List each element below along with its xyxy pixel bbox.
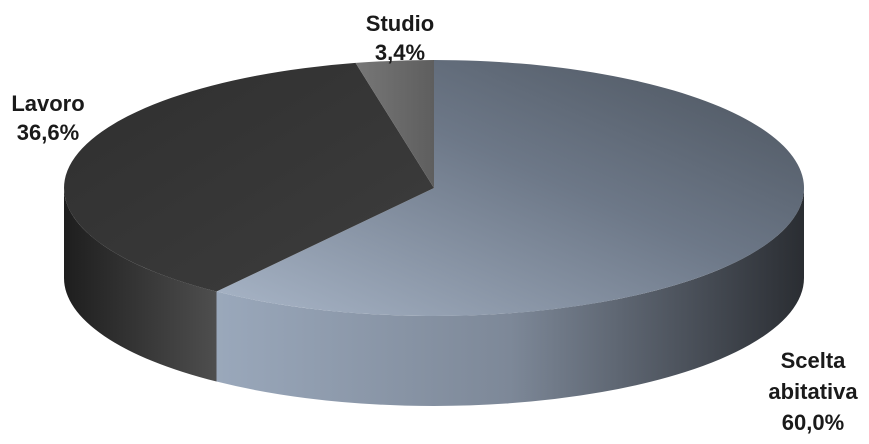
category-label-lavoro: Lavoro bbox=[11, 91, 84, 116]
pie-sides bbox=[64, 188, 804, 406]
data-labels: Scelta abitativa 60,0% Lavoro 36,6% Studio 3,4… bbox=[11, 11, 858, 435]
slice-studio bbox=[355, 60, 434, 188]
slice-lavoro bbox=[64, 62, 434, 292]
category-label-studio: Studio bbox=[366, 11, 434, 36]
slice-scelta-abitativa bbox=[216, 60, 805, 316]
value-label-scelta-abitativa: 60,0% bbox=[782, 410, 844, 435]
slice-side-scelta-abitativa bbox=[216, 188, 804, 406]
value-label-studio: 3,4% bbox=[375, 40, 425, 65]
pie-tops bbox=[64, 60, 805, 316]
category-label-scelta-abitativa: Scelta bbox=[781, 348, 847, 373]
slice-side-lavoro bbox=[64, 188, 217, 382]
value-label-lavoro: 36,6% bbox=[17, 120, 79, 145]
category-label-scelta-abitativa: abitativa bbox=[768, 379, 858, 404]
